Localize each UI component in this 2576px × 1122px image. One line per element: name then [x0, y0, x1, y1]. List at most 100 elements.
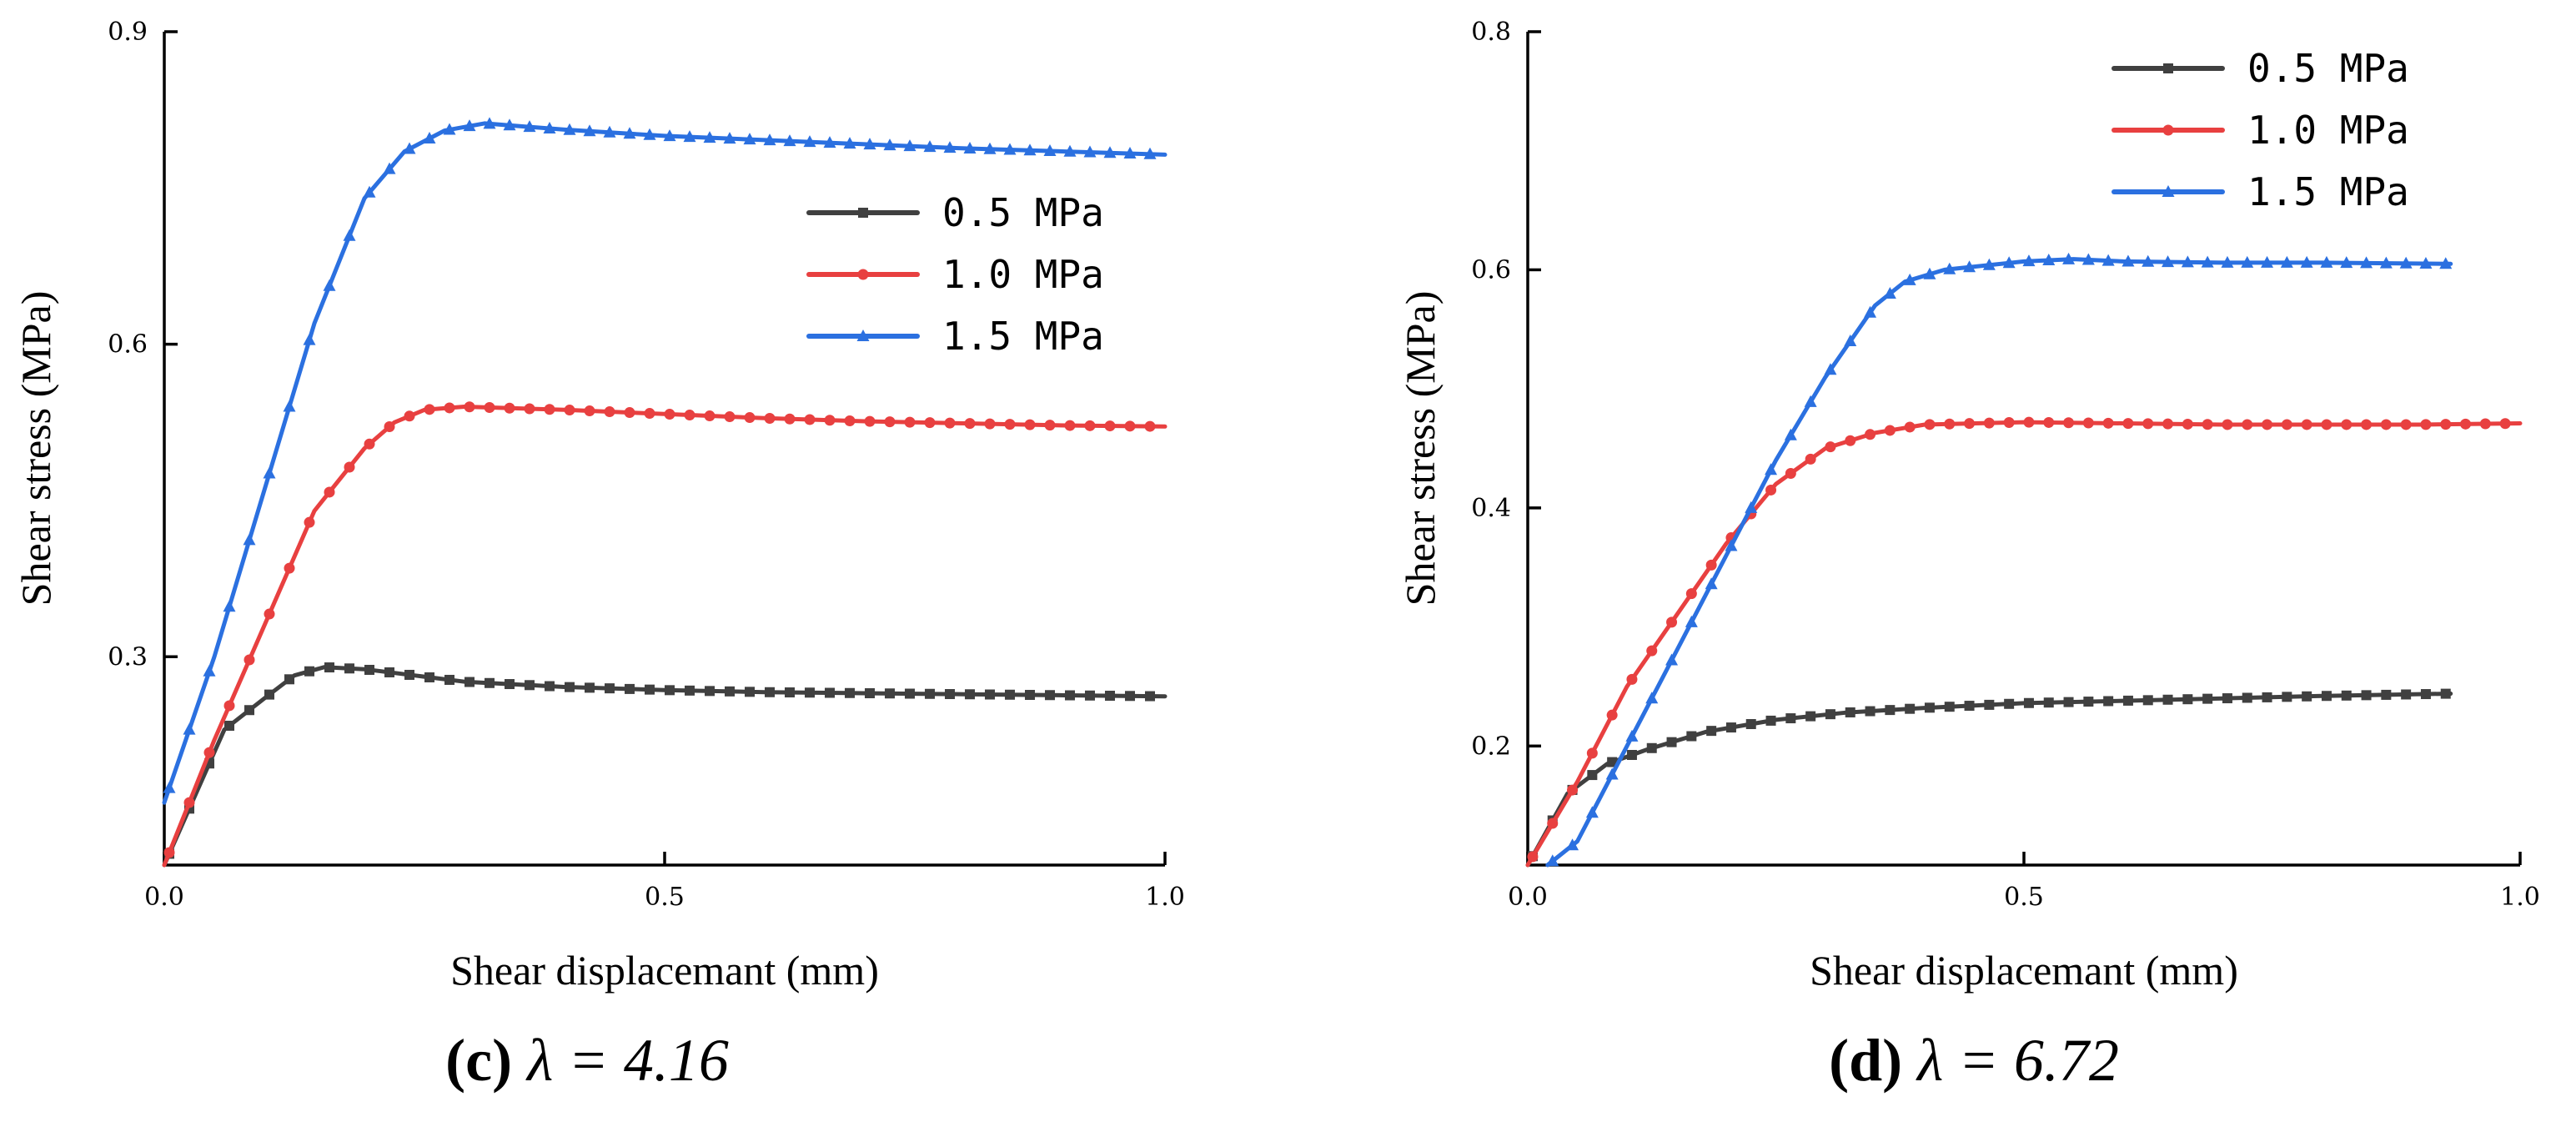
panel-c-series-2-point: [343, 229, 356, 241]
panel-d-series-0-point: [2043, 697, 2054, 708]
panel-d-series-0-point: [1706, 726, 1717, 737]
panel-c-series-1-point: [724, 411, 736, 423]
panel-c-series-2-point: [663, 129, 676, 142]
panel-d-series-1-point: [2182, 418, 2193, 430]
panel-d-chart: (d) λ = 6.72 0.0 0.5 1.0 0.2 0.4 0.6 0.8 Shear …: [1397, 18, 2540, 1094]
panel-d-series-2-point: [2201, 255, 2214, 268]
panel-d-caption-text: λ = 6.72: [1902, 1027, 2119, 1094]
panel-d-series-0-point: [2262, 692, 2272, 702]
panel-c-series-0-point: [304, 666, 314, 677]
panel-c-y-tick-label: 0.3: [108, 642, 148, 672]
panel-c-series-1-point: [1064, 420, 1076, 431]
panel-d-series-2-point: [1804, 395, 1817, 407]
panel-c-x-tick-label: 0.0: [144, 883, 184, 912]
panel-c-series-1-point: [804, 414, 816, 425]
panel-d-series-1-point: [2023, 416, 2035, 428]
panel-c-series-1-point: [183, 797, 195, 808]
panel-d-series-2-point: [1824, 363, 1837, 375]
panel-d-series-2-point: [1685, 615, 1698, 627]
panel-d-series-1-point: [2321, 419, 2332, 430]
panel-d-series-0-point: [2122, 695, 2133, 706]
panel-d-series-2-point: [1883, 286, 1896, 299]
panel-d-series-2-point: [2181, 255, 2194, 268]
panel-c-series-1-point: [604, 406, 615, 418]
panel-d-series-2-point: [1546, 854, 1559, 867]
panel-c-series-2-point: [803, 135, 816, 148]
panel-c-series-2-point: [1003, 143, 1017, 155]
panel-d-series-1-point: [2142, 418, 2154, 430]
panel-d-series-2-point: [1605, 767, 1619, 780]
panel-d-series-2-point: [2320, 255, 2333, 268]
panel-d-series-2-point: [1982, 258, 1996, 270]
panel-d-series-1-point: [2281, 419, 2292, 430]
panel-d-series-2-point: [2379, 256, 2393, 269]
panel-d-series-1-point: [1924, 419, 1936, 430]
panel-c-series-2-point: [243, 533, 256, 546]
panel-d-series-2-point: [1943, 262, 1956, 274]
panel-d-series-0-point: [1607, 757, 1618, 767]
panel-c-series-0-point: [785, 687, 795, 698]
panel-c-series-2-point: [863, 138, 876, 150]
panel-c-series-1-point: [424, 404, 435, 415]
panel-c-series-2-point: [403, 142, 416, 154]
panel-c-series-2-point: [583, 124, 596, 137]
panel-d-series-1-point: [1964, 418, 1976, 430]
panel-d-series-2-point: [2399, 256, 2413, 269]
panel-c-series-2-point: [923, 140, 936, 153]
panel-c-series-1-point: [684, 410, 695, 421]
panel-d-series-0-point: [1765, 715, 1776, 726]
panel-d-series-1-point: [2380, 419, 2392, 430]
panel-c-series-1-point: [244, 654, 255, 666]
panel-d-series-0-point: [1845, 707, 1855, 717]
panel-c-series-2-point: [1103, 146, 1117, 158]
panel-d-series-0-point: [1725, 722, 1736, 733]
panel-d-series-2-point: [1864, 305, 1877, 318]
panel-c-series-1-point: [964, 418, 976, 430]
panel-c-series-0-point: [925, 688, 935, 699]
panel-c-series-1-point: [1004, 419, 1016, 430]
panel-d-series-2-point: [1963, 260, 1976, 273]
panel-c-series-1-point: [744, 412, 756, 424]
panel-d-series-2-point: [1585, 806, 1599, 818]
panel-c-series-0-point: [805, 687, 815, 698]
panel-d-series-2-point: [2280, 255, 2293, 268]
panel-c-series-0-point: [444, 674, 454, 685]
panel-d-series-0-point: [1666, 737, 1677, 747]
panel-d-series-1-point: [1527, 851, 1539, 863]
panel-c-series-1-point: [884, 416, 896, 428]
panel-d-series-0-line: [1525, 692, 2453, 868]
panel-d-series-1-point: [1944, 418, 1956, 430]
panel-c-series-0-point: [585, 682, 595, 693]
panel-c-series-2-point: [203, 664, 216, 677]
panel-c-series-2-point: [563, 123, 576, 135]
panel-c-legend-marker-1: [857, 269, 869, 280]
panel-d-series-1-point: [2460, 418, 2472, 430]
panel-c-series-0-point: [885, 688, 895, 699]
panel-d-series-0-point: [1944, 702, 1955, 712]
panel-c-series-2-point: [363, 185, 376, 198]
panel-c-series-1-point: [864, 415, 876, 427]
panel-c-series-2-point: [443, 123, 456, 135]
panel-d-series-0-point: [1924, 702, 1935, 713]
panel-c-series-0-point: [865, 688, 875, 699]
panel-d-series-0-point: [1905, 703, 1916, 714]
panel-c-series-0-point: [404, 669, 414, 680]
panel-c-y-tick-label: 0.9: [108, 18, 148, 47]
panel-c-series-1-point: [504, 402, 515, 414]
panel-d-y-tick-label: 0.6: [1471, 255, 1511, 284]
panel-c-series-0-point: [765, 687, 775, 697]
panel-c-series-2-point: [623, 127, 636, 139]
panel-c-series-1-point: [544, 404, 555, 415]
panel-d-series-1-point: [2361, 419, 2373, 430]
panel-d-series-1-point: [1845, 435, 1856, 446]
panel-d-series-0-point: [2341, 690, 2352, 701]
panel-d-legend-marker-1: [2162, 124, 2174, 136]
panel-c-series-1-point: [1144, 420, 1156, 432]
panel-c-series-0-point: [545, 681, 555, 692]
panel-d-series-2-point: [2042, 254, 2056, 266]
panel-d-series-2-point: [2340, 256, 2353, 269]
panel-c-series-0-point: [364, 664, 374, 675]
panel-c-series-1-point: [484, 401, 495, 413]
panel-d-series-0-point: [1686, 731, 1697, 742]
panel-d-series-2-point: [1745, 501, 1758, 513]
